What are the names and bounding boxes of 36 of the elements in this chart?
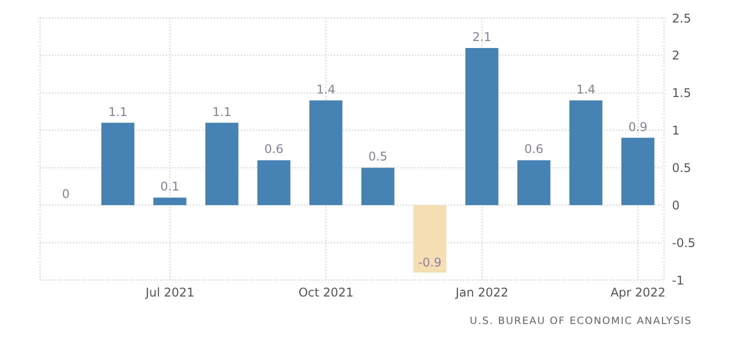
bar bbox=[101, 122, 134, 206]
bar bbox=[153, 198, 186, 206]
y-tick-label: 1.5 bbox=[672, 86, 692, 100]
y-tick-label: 0 bbox=[672, 198, 680, 212]
data-label: 0.6 bbox=[524, 142, 544, 156]
data-label: 0.1 bbox=[160, 180, 180, 194]
y-tick-label: -0.5 bbox=[672, 236, 696, 250]
data-label: 1.1 bbox=[108, 104, 128, 119]
y-tick-label: 0.5 bbox=[672, 160, 692, 175]
bar bbox=[465, 48, 498, 206]
data-label: 1.4 bbox=[316, 82, 336, 96]
bar bbox=[361, 168, 394, 206]
data-label: 1.4 bbox=[576, 82, 596, 96]
data-label: 1.1 bbox=[212, 104, 232, 119]
bar bbox=[517, 160, 550, 206]
bar bbox=[621, 138, 654, 206]
x-tick-label: Oct 2021 bbox=[298, 286, 354, 300]
bar bbox=[413, 205, 446, 273]
x-tick-label: Apr 2022 bbox=[610, 286, 666, 300]
data-label: 0.5 bbox=[368, 150, 388, 164]
y-tick-label: 1 bbox=[672, 124, 680, 138]
y-tick-label: -1 bbox=[672, 273, 684, 288]
bar bbox=[257, 160, 290, 206]
data-label: 0.9 bbox=[628, 120, 648, 134]
bar bbox=[569, 100, 602, 206]
y-tick-label: 2 bbox=[672, 48, 680, 63]
bar bbox=[205, 122, 238, 206]
x-tick-label: Jul 2021 bbox=[144, 286, 194, 300]
x-tick-label: Jan 2022 bbox=[454, 286, 508, 300]
data-label: 2.1 bbox=[472, 30, 492, 44]
data-label: 0.6 bbox=[264, 142, 284, 156]
data-label: 0 bbox=[62, 187, 70, 202]
y-tick-label: 2.5 bbox=[672, 11, 692, 26]
text: U.S. BUREAU OF ECONOMIC ANALYSIS bbox=[470, 316, 692, 327]
data-label: -0.9 bbox=[418, 256, 442, 270]
bar bbox=[309, 100, 342, 206]
